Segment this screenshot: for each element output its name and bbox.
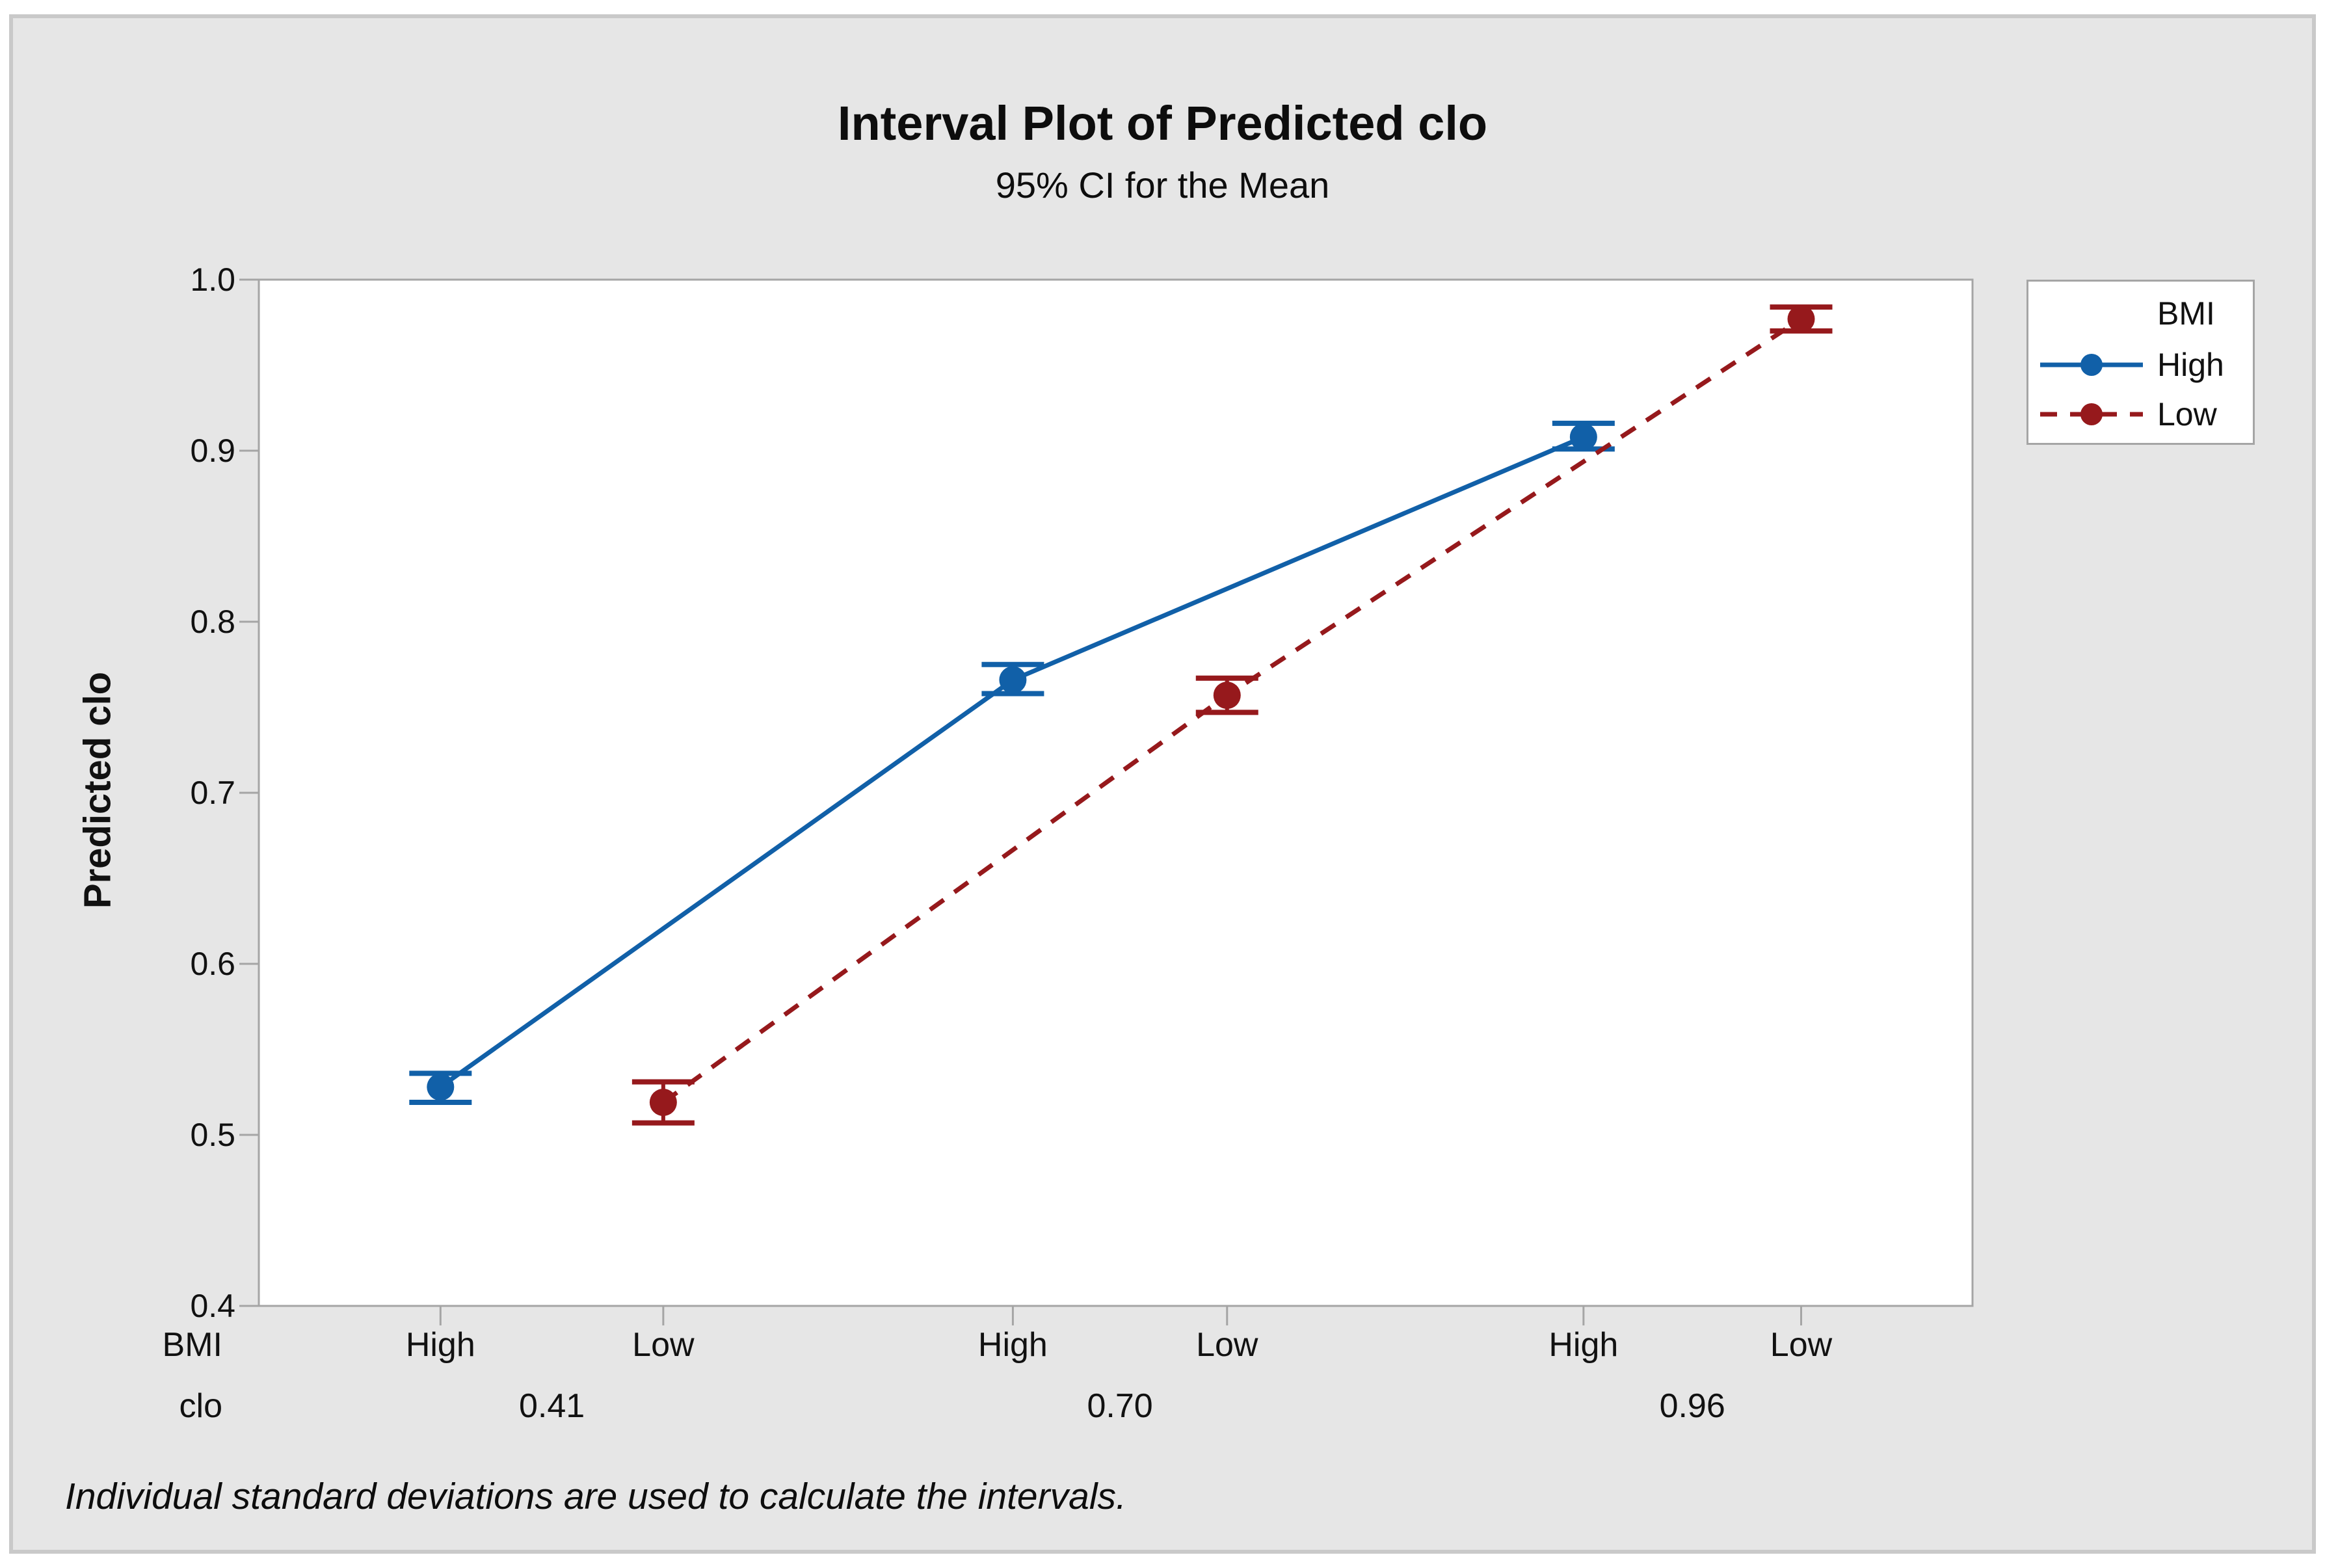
plot-area: [258, 278, 1974, 1307]
y-tick-label: 0.9: [190, 432, 235, 469]
x-bmi-label: Low: [1770, 1326, 1833, 1364]
legend-title: BMI: [2157, 295, 2215, 332]
footnote: Individual standard deviations are used …: [65, 1476, 1126, 1517]
y-tick-label: 0.6: [190, 946, 235, 982]
y-tick-label: 0.8: [190, 604, 235, 640]
legend-box: BMI High Low: [2026, 280, 2255, 445]
x-clo-group-label: 0.41: [518, 1387, 585, 1425]
y-tick-label: 0.4: [190, 1288, 235, 1324]
mean-marker: [427, 1073, 455, 1101]
x-bmi-label: High: [977, 1326, 1048, 1364]
y-tick-label: 0.7: [190, 775, 235, 811]
x-axis-row-header: clo: [179, 1387, 222, 1425]
x-bmi-label: High: [1548, 1326, 1619, 1364]
mean-marker: [649, 1089, 677, 1117]
chart-subtitle: 95% CI for the Mean: [995, 165, 1330, 206]
mean-marker: [1569, 423, 1597, 451]
x-bmi-label: High: [405, 1326, 475, 1364]
legend-item-label: Low: [2157, 396, 2217, 432]
x-clo-group-label: 0.96: [1659, 1387, 1725, 1425]
y-tick-label: 0.5: [190, 1117, 235, 1153]
legend-swatch-high-line-marker-icon: [2036, 347, 2147, 386]
mean-marker: [999, 666, 1027, 694]
mean-marker: [1787, 305, 1815, 333]
legend-item-label: High: [2157, 347, 2224, 383]
x-bmi-label: Low: [632, 1326, 695, 1364]
x-clo-group-label: 0.70: [1087, 1387, 1153, 1425]
legend-swatch-low-line-marker-icon: [2036, 396, 2147, 436]
x-bmi-label: Low: [1196, 1326, 1258, 1364]
y-tick-label: 1.0: [190, 261, 235, 298]
chart-title: Interval Plot of Predicted clo: [837, 96, 1488, 150]
mean-marker: [1213, 682, 1241, 710]
x-axis-row-header: BMI: [162, 1326, 222, 1364]
